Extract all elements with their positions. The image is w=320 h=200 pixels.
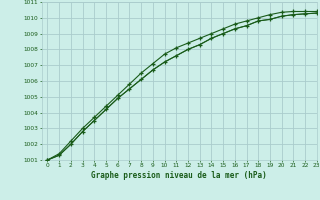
- X-axis label: Graphe pression niveau de la mer (hPa): Graphe pression niveau de la mer (hPa): [91, 171, 267, 180]
